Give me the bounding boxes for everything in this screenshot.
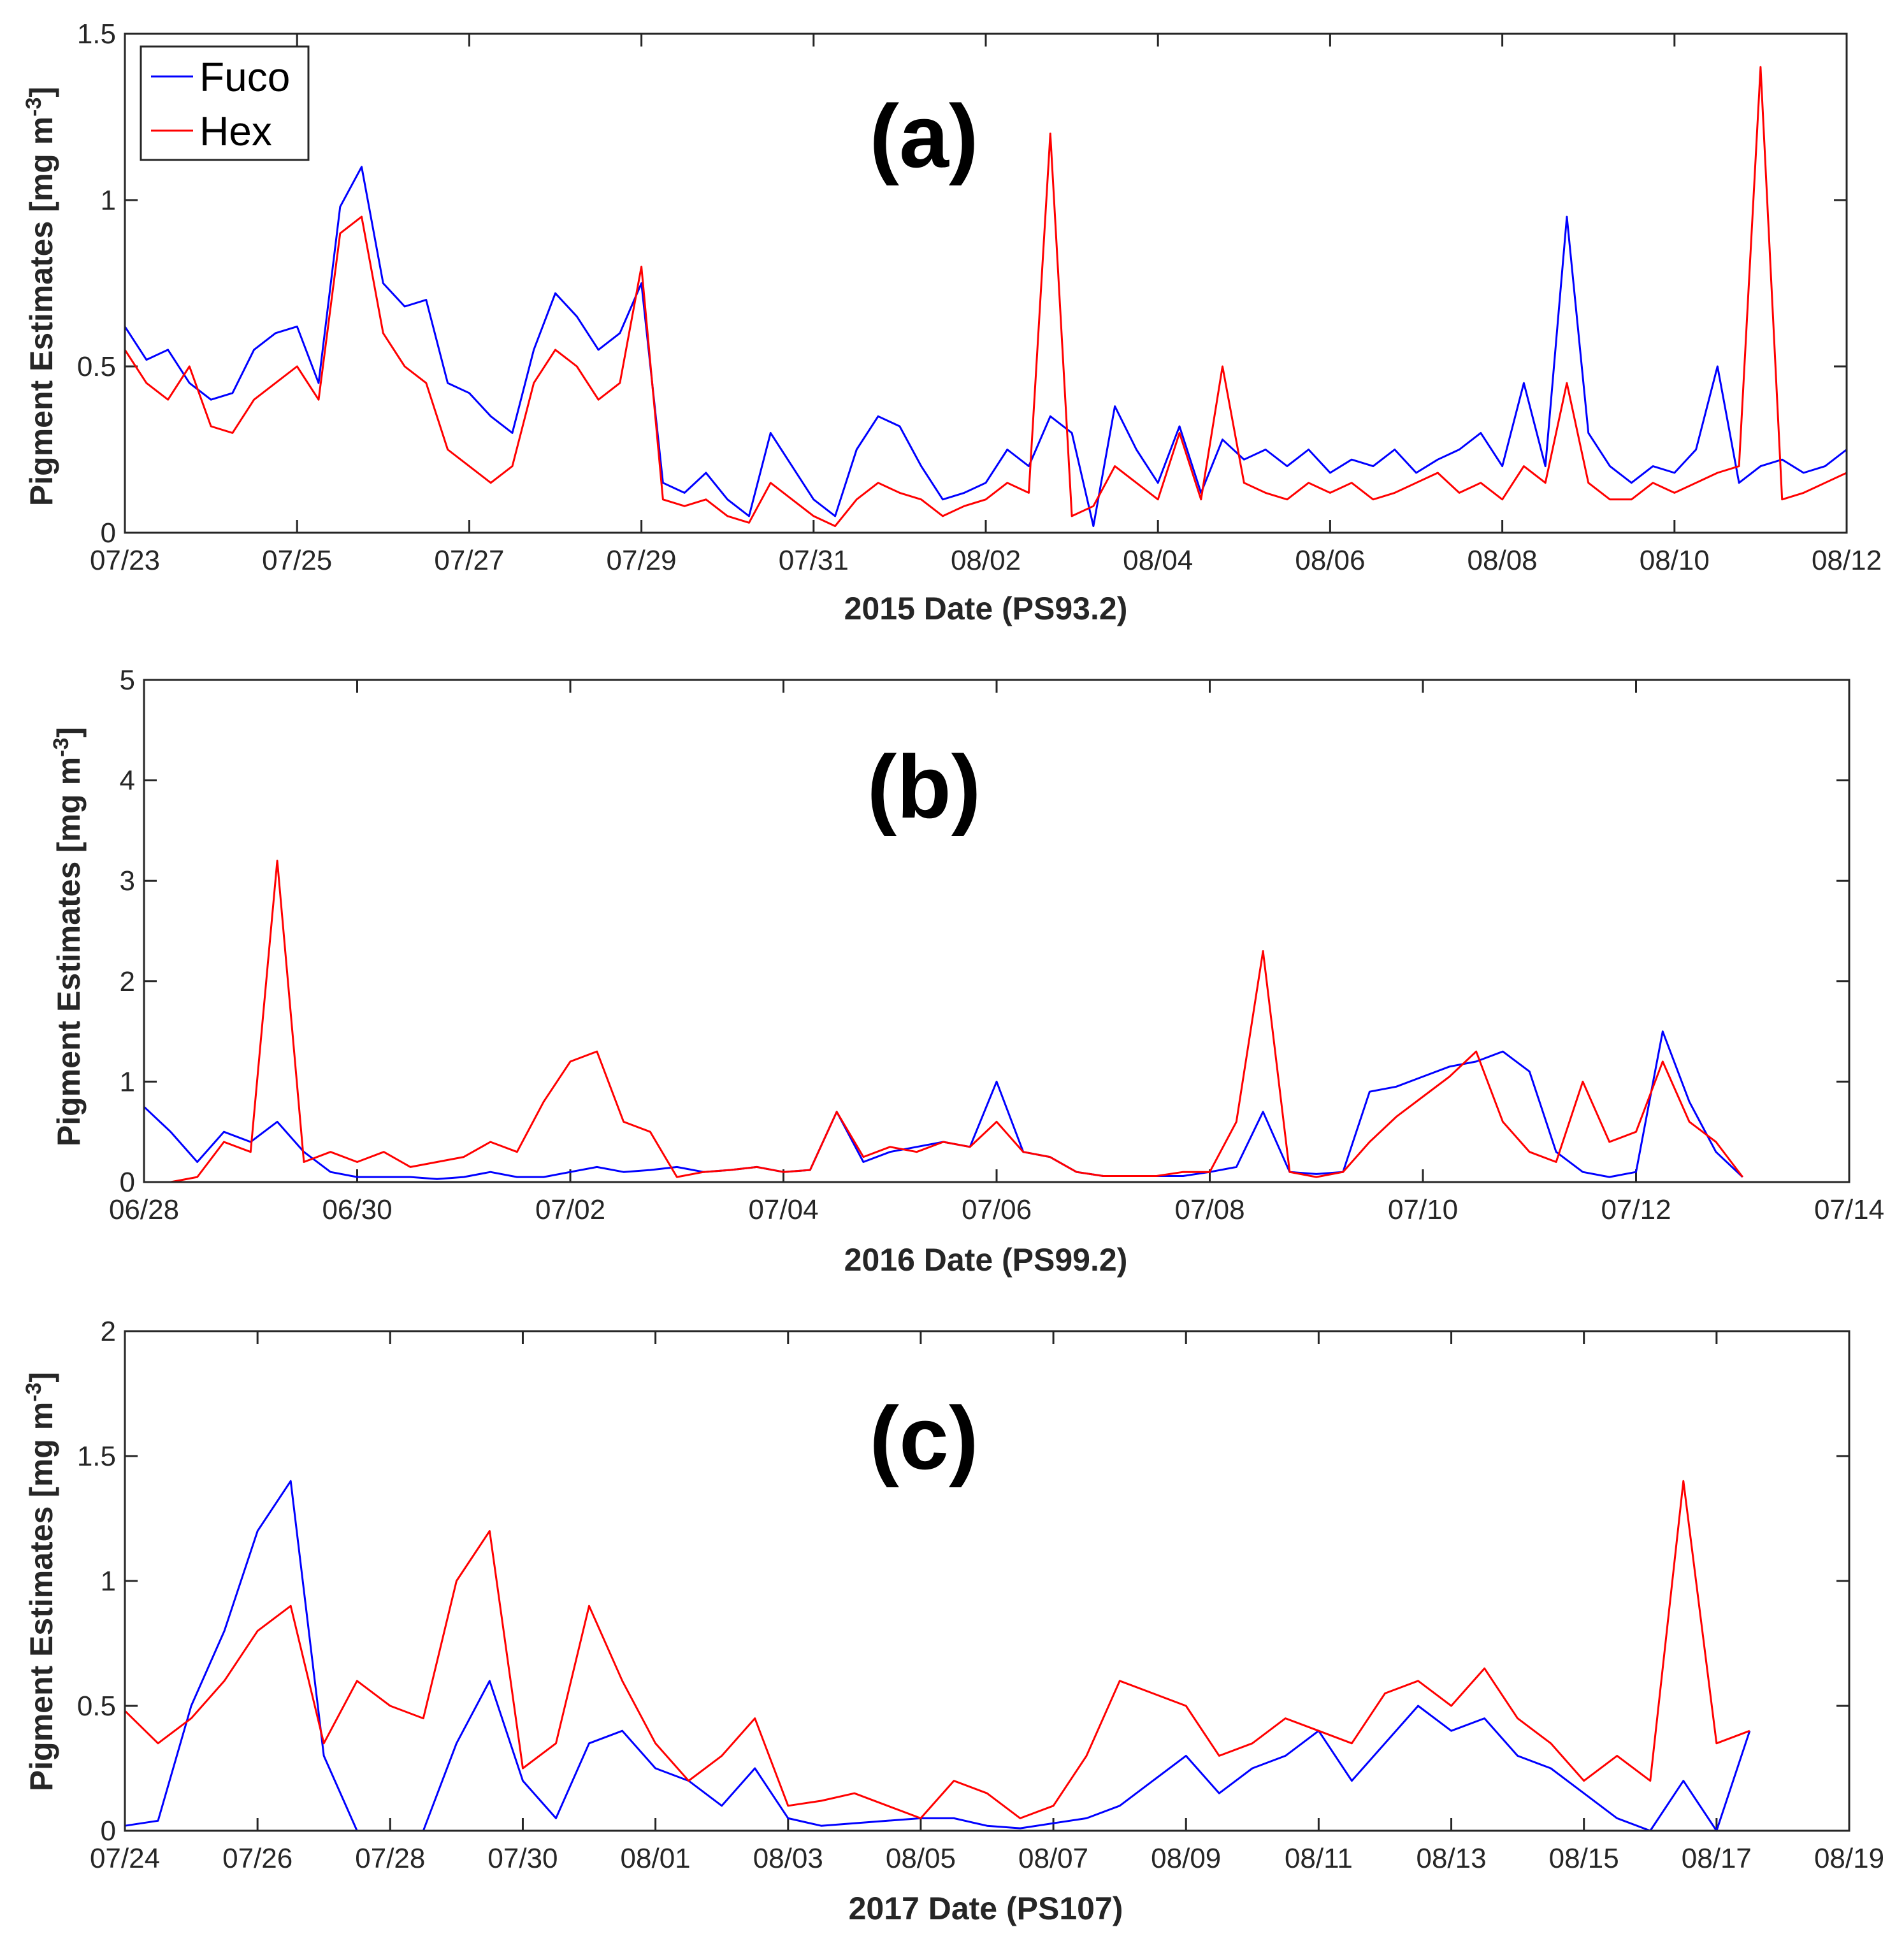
x-tick-label: 07/08 <box>1174 1194 1244 1225</box>
series-line-fuco <box>124 166 1847 528</box>
panel-a-label: (a) <box>869 86 978 186</box>
series-line-hex <box>124 1480 1750 1819</box>
y-tick-label: 0 <box>101 1815 116 1847</box>
x-tick-label: 08/08 <box>1468 545 1538 576</box>
x-tick-label: 07/04 <box>748 1194 818 1225</box>
legend: Fuco Hex <box>140 45 310 161</box>
x-tick-label: 07/26 <box>222 1843 292 1874</box>
panel-c: Pigment Estimates [mg m-3] 0 0.5 1 1.5 2 07/… <box>22 1316 1884 1926</box>
panel-b-axes-box <box>143 679 1850 1183</box>
x-tick-label: 07/23 <box>90 545 160 576</box>
x-tick-label: 07/29 <box>607 545 677 576</box>
panel-b-xlabel: 2016 Date (PS99.2) <box>844 1242 1128 1278</box>
panel-c-x-ticks: 07/24 07/26 07/28 07/30 08/01 08/03 08/05 08/07… <box>90 1331 1884 1874</box>
y-tick-label: 1 <box>101 185 116 216</box>
x-tick-label: 08/19 <box>1814 1843 1884 1874</box>
x-tick-label: 08/13 <box>1416 1843 1486 1874</box>
y-tick-label: 0 <box>101 517 116 549</box>
legend-box <box>140 45 310 161</box>
panel-a-axes-box <box>124 32 1848 534</box>
x-tick-label: 07/14 <box>1814 1194 1884 1225</box>
panel-c-ylabel: Pigment Estimates [mg m-3] <box>22 1372 59 1791</box>
series-line-hex <box>144 860 1743 1183</box>
y-tick-label: 0.5 <box>77 1691 116 1722</box>
x-tick-label: 08/07 <box>1018 1843 1088 1874</box>
x-tick-label: 08/12 <box>1812 545 1882 576</box>
x-tick-label: 07/28 <box>355 1843 425 1874</box>
y-tick-label: 0.5 <box>77 351 116 382</box>
x-tick-label: 07/12 <box>1601 1194 1671 1225</box>
x-tick-label: 08/05 <box>886 1843 956 1874</box>
x-tick-label: 08/04 <box>1123 545 1193 576</box>
legend-hex-label: Hex <box>199 108 272 154</box>
y-tick-label: 1 <box>101 1566 116 1597</box>
y-tick-label: 5 <box>120 665 135 696</box>
y-tick-label: 1.5 <box>77 1441 116 1472</box>
panel-a-xlabel: 2015 Date (PS93.2) <box>844 591 1128 626</box>
x-tick-label: 07/06 <box>962 1194 1032 1225</box>
y-tick-label: 1 <box>120 1066 135 1097</box>
x-tick-label: 07/24 <box>90 1843 160 1874</box>
legend-fuco-label: Fuco <box>199 54 290 100</box>
x-tick-label: 07/25 <box>262 545 332 576</box>
y-tick-label: 3 <box>120 865 135 897</box>
x-tick-label: 08/01 <box>621 1843 691 1874</box>
y-tick-label: 2 <box>120 966 135 997</box>
panel-a-ylabel: Pigment Estimates [mg m-3] <box>22 87 59 506</box>
x-tick-label: 08/02 <box>951 545 1021 576</box>
panel-c-xlabel: 2017 Date (PS107) <box>849 1891 1123 1926</box>
panel-b-label: (b) <box>867 737 981 837</box>
x-tick-label: 08/09 <box>1151 1843 1221 1874</box>
panel-a-x-ticks: 07/23 07/25 07/27 07/29 07/31 08/02 08/04 08/06… <box>90 34 1882 576</box>
panel-b-ylabel: Pigment Estimates [mg m-3] <box>49 727 87 1146</box>
panel-b: Pigment Estimates [mg m-3] 0 1 2 3 4 5 06/28 0… <box>49 665 1884 1278</box>
panel-a: Pigment Estimates [mg m-3] 0 0.5 1 1.5 07/2… <box>22 18 1882 626</box>
x-tick-label: 07/02 <box>535 1194 605 1225</box>
panel-a-lines <box>124 66 1847 528</box>
x-tick-label: 08/17 <box>1682 1843 1752 1874</box>
x-tick-label: 07/10 <box>1388 1194 1458 1225</box>
x-tick-label: 08/11 <box>1285 1843 1353 1874</box>
x-tick-label: 08/06 <box>1295 545 1365 576</box>
y-tick-label: 2 <box>101 1316 116 1347</box>
x-tick-label: 06/30 <box>322 1194 392 1225</box>
x-tick-label: 06/28 <box>109 1194 179 1225</box>
y-tick-label: 0 <box>120 1167 135 1198</box>
x-tick-label: 07/27 <box>434 545 504 576</box>
x-tick-label: 08/15 <box>1549 1843 1619 1874</box>
y-tick-label: 1.5 <box>77 18 116 50</box>
series-line-hex <box>124 66 1847 528</box>
panel-b-lines <box>143 860 1743 1183</box>
x-tick-label: 07/31 <box>779 545 849 576</box>
panel-c-label: (c) <box>869 1388 978 1488</box>
x-tick-label: 08/03 <box>753 1843 823 1874</box>
x-tick-label: 07/30 <box>487 1843 558 1874</box>
x-tick-label: 08/10 <box>1640 545 1710 576</box>
panel-c-axes-box <box>124 1330 1850 1832</box>
y-tick-label: 4 <box>120 765 135 797</box>
